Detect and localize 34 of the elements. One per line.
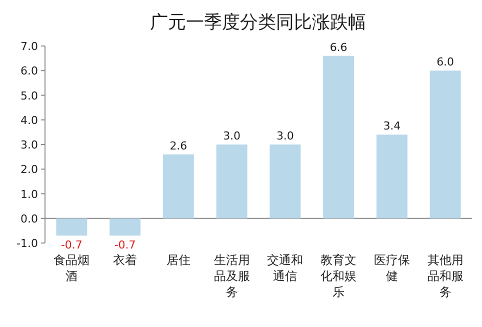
- y-tick-label: 6.0: [20, 64, 38, 78]
- y-tick-label: 5.0: [20, 89, 38, 102]
- bar: [430, 70, 461, 218]
- y-tick-label: 4.0: [20, 114, 38, 127]
- y-tick-label: 7.0: [20, 40, 38, 53]
- data-label: 3.0: [276, 130, 294, 142]
- y-tick-label: 3.0: [20, 138, 38, 152]
- data-label: 6.0: [436, 56, 454, 69]
- x-tick-label: 食品烟酒: [54, 253, 90, 283]
- data-label: 2.6: [170, 139, 188, 152]
- x-tick-label: 其他用品和服务: [427, 253, 464, 299]
- y-tick-label: 1.0: [20, 188, 38, 201]
- data-label: 3.0: [223, 130, 241, 142]
- y-tick-label: 0.0: [20, 212, 38, 226]
- x-tick-label: 衣着: [113, 253, 138, 267]
- x-tick-label: 居住: [166, 253, 190, 267]
- y-tick-label: -1.0: [16, 237, 38, 250]
- bar: [110, 218, 141, 236]
- data-label: -0.7: [60, 238, 82, 252]
- data-label: 6.6: [330, 40, 348, 54]
- x-tick-label: 教育文化和娱乐: [320, 253, 357, 299]
- x-tick-label: 交通和通信: [267, 253, 304, 283]
- chart-title: 广元一季度分类同比涨跌幅: [150, 12, 366, 33]
- x-tick-label: 生活用品及服务: [214, 253, 250, 299]
- bar: [56, 218, 88, 236]
- bar: [270, 144, 301, 218]
- y-tick-label: 2.0: [20, 163, 38, 176]
- bar: [162, 154, 194, 218]
- data-label: 3.4: [383, 120, 401, 133]
- bar: [216, 144, 248, 218]
- x-tick-label: 医疗保健: [374, 253, 410, 283]
- bar: [323, 56, 354, 218]
- data-label: -0.7: [114, 238, 136, 252]
- bar: [376, 134, 408, 218]
